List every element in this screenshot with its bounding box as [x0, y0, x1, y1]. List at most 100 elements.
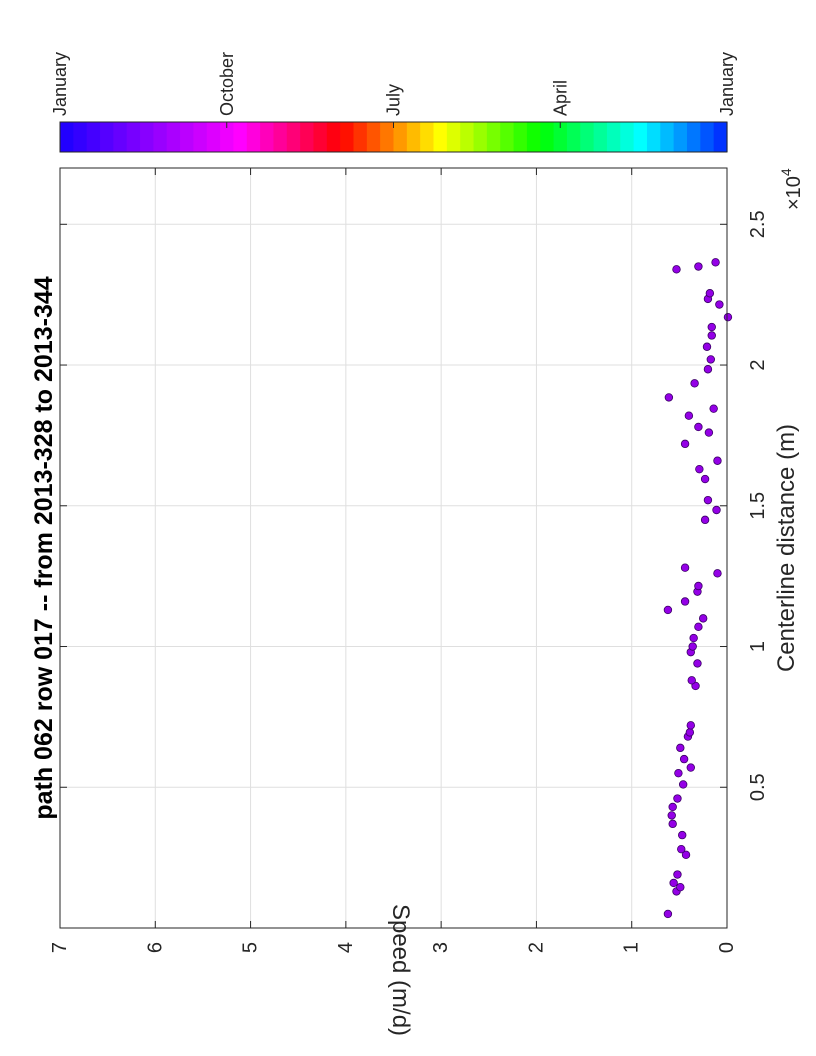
colorbar-band [606, 122, 621, 152]
data-point [676, 743, 685, 753]
data-point [673, 870, 682, 879]
data-point [695, 464, 704, 474]
data-point [700, 515, 710, 525]
colorbar-month-label: April [550, 80, 570, 116]
data-point [690, 379, 699, 388]
data-point [663, 909, 673, 919]
data-point [702, 342, 712, 351]
colorbar-band [126, 122, 141, 152]
data-point [681, 850, 691, 860]
colorbar-band [620, 122, 635, 152]
data-point [678, 780, 688, 789]
x-tick-label: 1 [747, 641, 769, 652]
colorbar-band [340, 122, 355, 152]
data-point [694, 622, 703, 632]
data-point [686, 721, 695, 730]
data-point [694, 262, 703, 271]
colorbar-band [286, 122, 301, 152]
data-point [663, 605, 673, 615]
colorbar-band [580, 122, 595, 152]
data-point [707, 322, 716, 332]
data-point [676, 882, 685, 892]
data-point [677, 844, 686, 854]
data-point [673, 794, 682, 803]
x-tick-label: 2 [747, 359, 769, 370]
colorbar-band [486, 122, 501, 152]
y-tick-label: 4 [335, 942, 357, 953]
colorbar-band [326, 122, 341, 152]
colorbar-band [673, 122, 688, 152]
colorbar-band [246, 122, 261, 152]
colorbar-band [300, 122, 315, 152]
colorbar-band [460, 122, 475, 152]
data-point [687, 676, 696, 685]
colorbar-band [500, 122, 515, 152]
x-tick-label: 2.5 [747, 210, 769, 238]
data-point [678, 830, 687, 840]
colorbar-month-label: October [217, 52, 237, 116]
colorbar-band [393, 122, 408, 152]
colorbar-band [406, 122, 421, 152]
colorbar-band [553, 122, 568, 152]
colorbar-band [633, 122, 648, 152]
data-point [668, 802, 677, 812]
data-point [703, 495, 713, 505]
colorbar: January October July April January [50, 52, 737, 153]
data-point [667, 811, 676, 820]
svg-text:×104: ×104 [778, 168, 805, 210]
data-point [669, 878, 678, 888]
colorbar-band [180, 122, 194, 152]
y-tick-label: 5 [240, 942, 262, 953]
data-point [713, 569, 722, 578]
colorbar-band [700, 122, 715, 152]
data-point [688, 642, 697, 651]
chart-title: path 062 row 017 -- from 2013-328 to 201… [30, 276, 58, 819]
data-point [698, 614, 708, 623]
data-point [700, 474, 710, 484]
colorbar-band [593, 122, 608, 152]
data-point [704, 428, 714, 437]
x-exponent-power: 4 [778, 168, 794, 176]
data-point [711, 258, 720, 267]
colorbar-band [660, 122, 675, 152]
plot-axes: 0.5 1 1.5 2 2.5 0 1 2 3 4 5 6 7 [49, 167, 769, 953]
colorbar-band [100, 122, 114, 152]
data-point [709, 404, 718, 413]
colorbar-band [446, 122, 461, 152]
data-point [674, 768, 683, 778]
data-point [707, 331, 716, 340]
colorbar-band [353, 122, 368, 152]
colorbar-band [420, 122, 435, 152]
x-tick-label: 0.5 [747, 773, 769, 801]
data-point [679, 754, 689, 764]
data-point [684, 411, 694, 420]
colorbar-band [526, 122, 541, 152]
y-tick-label: 2 [525, 942, 547, 953]
data-point [680, 439, 690, 449]
colorbar-band [206, 122, 221, 152]
colorbar-band [566, 122, 581, 152]
data-point [715, 300, 724, 309]
y-axis-label: Speed (m/d) [387, 904, 414, 1036]
y-tick-label: 1 [621, 942, 643, 953]
y-tick-label: 7 [49, 942, 71, 953]
x-tick-label: 1.5 [747, 492, 769, 520]
plot-frame [59, 167, 728, 929]
colorbar-band [60, 122, 74, 152]
data-point [685, 728, 695, 737]
colorbar-band [646, 122, 661, 152]
colorbar-band [193, 122, 208, 152]
data-point [668, 819, 677, 829]
data-point [706, 355, 716, 364]
colorbar-band [153, 122, 168, 152]
y-tick-label: 3 [430, 942, 452, 953]
y-tick-label: 6 [144, 942, 166, 953]
data-point [703, 365, 713, 374]
x-exponent: ×104 [778, 168, 805, 210]
x-axis-label: Centerline distance (m) [773, 424, 800, 672]
colorbar-band [540, 122, 555, 152]
colorbar-month-label: January [50, 52, 70, 116]
colorbar-band [220, 122, 235, 152]
colorbar-band [433, 122, 448, 152]
